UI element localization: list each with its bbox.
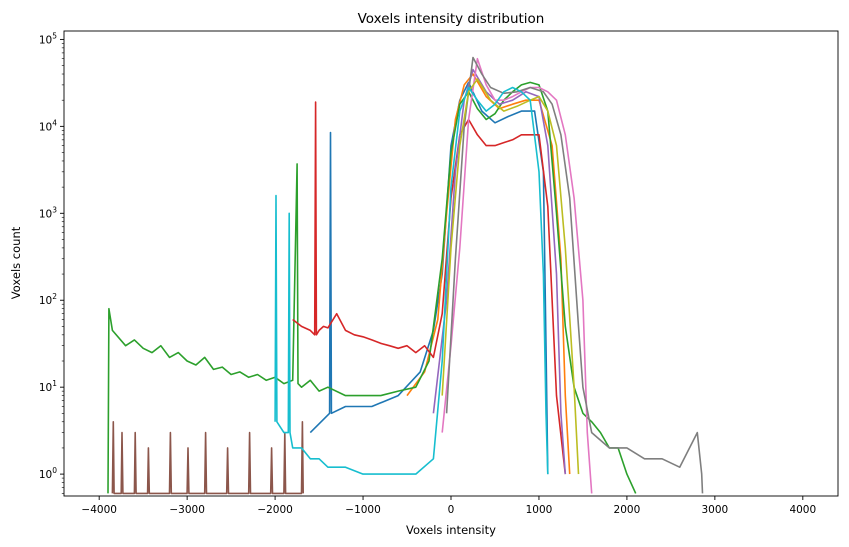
series-line-5 — [111, 421, 304, 495]
x-tick-label-8: 4000 — [789, 504, 816, 516]
x-tick-label-6: 2000 — [614, 504, 641, 516]
x-axis-label: Voxels intensity — [406, 523, 496, 537]
x-tick-label-2: −2000 — [257, 504, 293, 516]
series-line-7 — [445, 56, 704, 494]
plot-frame — [63, 30, 839, 497]
x-tick-label-1: −3000 — [169, 504, 205, 516]
x-tick-label-7: 3000 — [701, 504, 728, 516]
y-tick-label-2: 102 — [39, 292, 57, 307]
y-tick-label-5: 105 — [39, 31, 57, 46]
x-tick-label-5: 1000 — [526, 504, 553, 516]
series-line-4 — [432, 68, 567, 475]
series-line-8 — [441, 78, 580, 475]
y-axis: 100 101 102 103 104 105 — [39, 31, 64, 494]
y-tick-label-4: 104 — [39, 118, 57, 133]
x-axis: −4000 −3000 −2000 −1000 0 1000 2000 3000 4000 — [81, 496, 816, 516]
y-tick-label-1: 101 — [39, 379, 57, 394]
series-line-0 — [309, 81, 549, 475]
x-tick-label-4: 0 — [448, 504, 455, 516]
chart-title: Voxels intensity distribution — [358, 11, 545, 27]
series-line-2 — [107, 81, 637, 494]
series-line-3 — [292, 101, 567, 475]
series-layer — [107, 56, 704, 495]
x-tick-label-3: −1000 — [345, 504, 381, 516]
y-tick-label-0: 100 — [39, 466, 57, 481]
y-axis-label: Voxels count — [9, 226, 23, 299]
y-tick-label-3: 103 — [39, 205, 57, 220]
series-line-9 — [274, 86, 549, 475]
x-tick-label-0: −4000 — [81, 504, 117, 516]
